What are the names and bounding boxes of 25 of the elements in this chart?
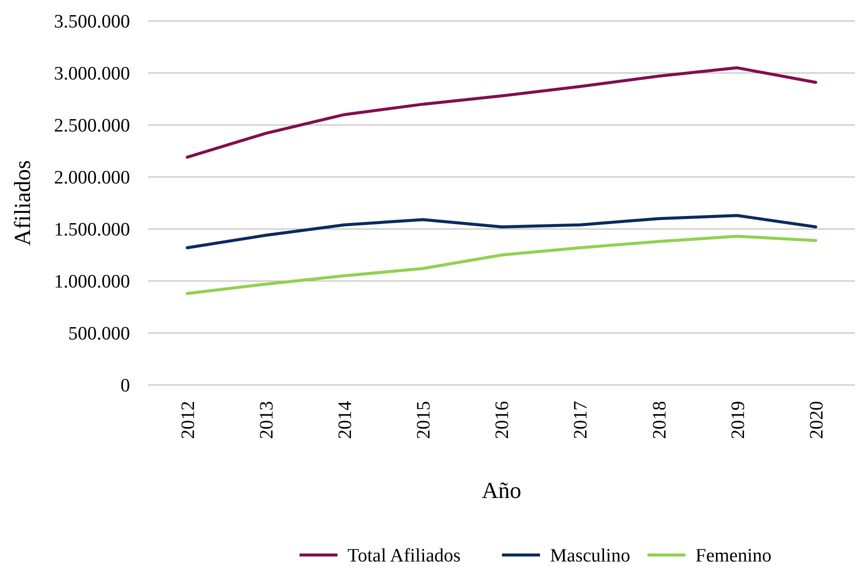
y-tick-label: 3.000.000 xyxy=(54,64,130,85)
y-tick-label: 500.000 xyxy=(68,324,130,345)
x-tick-label: 2012 xyxy=(178,401,199,439)
y-axis-title: Afiliados xyxy=(10,160,35,246)
legend-label: Total Afiliados xyxy=(348,546,461,567)
y-tick-label: 3.500.000 xyxy=(54,12,130,33)
line-series xyxy=(186,66,818,159)
y-tick-label: 2.000.000 xyxy=(54,168,130,189)
legend-label: Masculino xyxy=(550,546,630,567)
x-tick-label: 2015 xyxy=(414,401,435,439)
x-axis-title: Año xyxy=(482,478,522,503)
y-tick-label: 0 xyxy=(120,376,130,397)
x-tick-label: 2019 xyxy=(728,401,749,439)
x-tick-label: 2014 xyxy=(335,400,356,439)
line-series xyxy=(186,234,818,295)
line-series xyxy=(186,214,818,250)
y-tick-label: 1.500.000 xyxy=(54,220,130,241)
x-tick-label: 2016 xyxy=(492,401,514,439)
x-tick-label: 2020 xyxy=(806,401,828,439)
x-tick-label: 2018 xyxy=(649,401,670,439)
legend-label: Femenino xyxy=(696,546,772,567)
y-tick-label: 1.000.000 xyxy=(54,272,130,293)
y-tick-label: 2.500.000 xyxy=(54,116,130,137)
x-tick-label: 2017 xyxy=(570,401,592,439)
x-tick-label: 2013 xyxy=(256,401,278,439)
